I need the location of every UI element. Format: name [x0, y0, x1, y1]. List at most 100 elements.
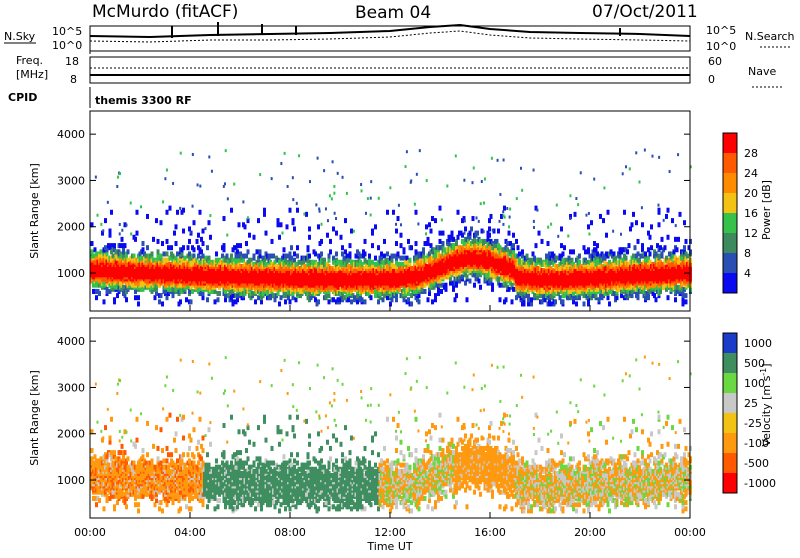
power-cell	[578, 253, 581, 259]
power-cell	[345, 293, 349, 299]
power-cell	[429, 243, 433, 249]
power-cell	[560, 226, 563, 232]
power-cell	[182, 245, 185, 251]
power-cell	[473, 236, 476, 242]
power-cell	[444, 282, 448, 288]
power-cell	[438, 278, 442, 284]
power-cell	[98, 291, 101, 297]
power-cell	[465, 297, 469, 303]
power-cell	[498, 297, 502, 303]
power-cell	[402, 247, 406, 253]
power-cell	[104, 218, 107, 224]
power-cell	[488, 232, 491, 238]
power-cell	[423, 288, 427, 294]
power-cell	[242, 253, 245, 259]
power-cell	[488, 218, 491, 224]
power-cell	[573, 211, 577, 217]
power-cell	[150, 251, 154, 257]
power-cell	[308, 226, 311, 232]
power-cell	[188, 251, 191, 257]
power-cell	[272, 293, 275, 299]
power-cell	[231, 299, 235, 305]
power-cell	[377, 299, 380, 305]
power-cell	[356, 293, 359, 299]
power-cell	[246, 249, 250, 255]
power-cell	[134, 295, 137, 301]
power-cell	[263, 207, 266, 213]
power-cell	[389, 301, 392, 307]
power-cell	[156, 238, 160, 244]
power-cell	[126, 257, 130, 263]
power-cell	[516, 293, 520, 299]
power-cell	[174, 241, 178, 247]
power-cell	[329, 249, 332, 255]
power-cell	[231, 257, 235, 263]
power-cell	[492, 228, 496, 234]
power-cell	[554, 299, 557, 305]
power-cell	[278, 301, 281, 307]
power-cell	[282, 247, 286, 253]
power-cell	[335, 251, 338, 257]
power-cell	[339, 234, 343, 240]
power-cell	[486, 236, 490, 242]
power-cell	[468, 234, 472, 240]
power-cell	[248, 232, 251, 238]
power-cell	[491, 286, 494, 292]
power-cell	[543, 297, 547, 303]
power-cell	[108, 288, 112, 294]
power-cell	[201, 253, 205, 259]
power-cell	[266, 288, 269, 294]
power-cell	[111, 253, 115, 259]
power-cell	[434, 218, 437, 224]
power-cell	[293, 257, 296, 263]
power-cell	[236, 249, 239, 255]
power-cell	[242, 257, 245, 263]
power-cell	[452, 236, 455, 242]
power-cell	[110, 209, 113, 215]
power-cell	[461, 232, 464, 238]
power-cell	[495, 238, 499, 244]
power-cell	[368, 257, 371, 263]
power-cell	[447, 241, 451, 247]
power-cell	[323, 257, 326, 263]
power-cell	[380, 251, 383, 257]
power-cell	[378, 291, 382, 297]
power-cell	[455, 272, 458, 278]
power-cell	[354, 253, 358, 259]
power-cell	[402, 255, 406, 261]
power-cell	[540, 299, 544, 305]
power-cell	[320, 238, 323, 244]
power-cell	[435, 282, 439, 288]
freq-tick-low: 8	[70, 73, 77, 86]
power-cell	[273, 259, 277, 265]
power-cell	[308, 253, 311, 259]
power-cell	[455, 245, 458, 251]
power-cell	[198, 259, 202, 265]
power-cell	[564, 257, 568, 263]
power-cell	[222, 247, 226, 253]
power-cell	[168, 205, 172, 211]
power-cell	[434, 249, 437, 255]
power-cell	[159, 253, 163, 259]
power-cell	[531, 251, 535, 257]
power-cell	[105, 251, 109, 257]
power-cell	[434, 293, 437, 299]
power-cell	[207, 220, 211, 226]
power-cell	[279, 295, 283, 301]
power-cell	[206, 245, 209, 251]
power-cell	[296, 207, 299, 213]
power-cell	[207, 255, 211, 261]
power-cell	[243, 224, 247, 230]
power-cell	[506, 241, 509, 247]
power-cell	[513, 253, 517, 259]
power-cell	[264, 230, 268, 236]
nsky-label: N.Sky	[4, 30, 36, 43]
power-cell	[165, 251, 169, 257]
power-cell	[557, 291, 560, 297]
power-cell	[417, 293, 421, 299]
power-cell	[218, 291, 221, 297]
power-cell	[572, 249, 575, 255]
power-cell	[279, 222, 283, 228]
power-cell	[587, 299, 590, 305]
power-cell	[239, 243, 242, 249]
